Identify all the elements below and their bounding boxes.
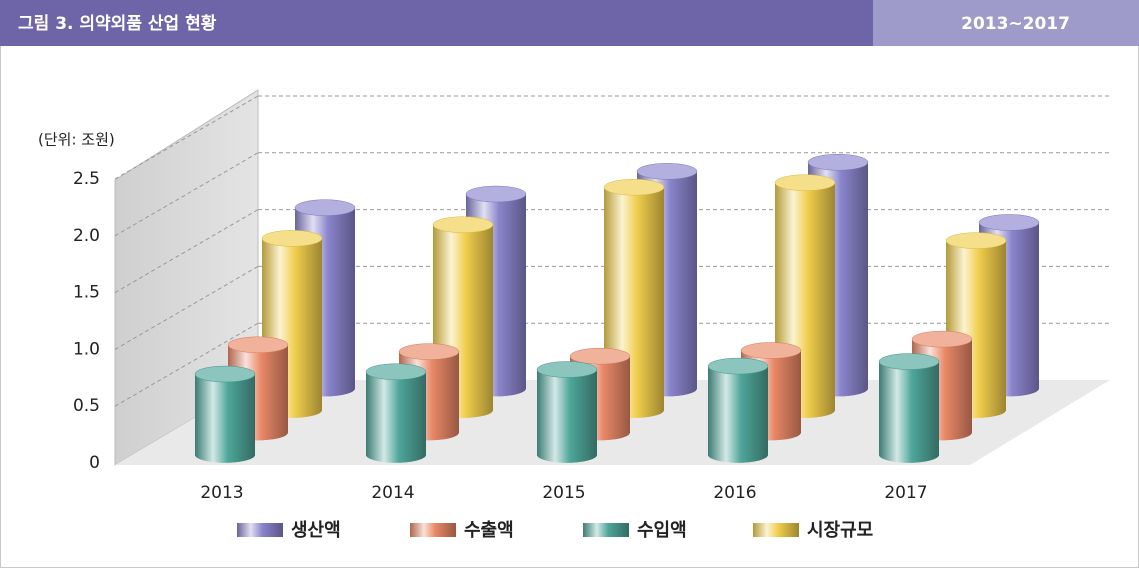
cylinder-top [945,232,1007,249]
x-tick-label: 2016 [713,483,756,503]
legend-swatch [410,523,456,537]
y-tick-label: 0.5 [73,396,100,416]
cylinder-top [194,365,256,383]
cylinder-top [603,178,665,196]
cylinder-top [878,353,940,370]
bar [537,369,597,463]
bar [195,374,255,463]
cylinder-top [398,343,460,360]
legend-label: 수입액 [637,519,687,541]
x-tick-label: 2013 [200,483,243,503]
cylinder-top [536,361,598,378]
y-tick-label: 1.5 [73,283,100,303]
legend-label: 생산액 [291,520,341,541]
cylinder-top [807,153,869,171]
legend-swatch [583,523,629,537]
y-tick-label: 2.0 [73,226,100,246]
cylinder-top [227,336,289,354]
cylinder-top [707,357,769,375]
cylinder-top [365,363,427,381]
bar [708,366,768,463]
x-tick-label: 2017 [884,483,927,503]
x-tick-label: 2014 [371,483,414,503]
cylinder-top [774,174,836,191]
legend-swatch [237,523,283,537]
cylinder-top [465,185,527,203]
legend-label: 시장규모 [807,520,873,541]
cylinder-top [432,216,494,233]
bar [879,361,939,463]
legend-label: 수출액 [464,520,514,541]
cylinder-top [261,230,323,247]
y-axis-label: (단위: 조원) [38,131,115,149]
chart-title: 그림 3. 의약외품 산업 현황 [18,13,217,34]
chart-subtitle: 2013~2017 [961,14,1070,34]
bar [366,371,426,463]
cylinder-top [978,214,1040,231]
y-tick-label: 2.5 [73,169,100,189]
y-tick-label: 0 [89,453,100,473]
cylinder-top [740,342,802,359]
cylinder-top [569,347,631,365]
x-tick-label: 2015 [542,483,585,503]
legend-swatch [753,523,799,537]
cylinder-top [636,163,698,180]
header-range-bar [873,0,1139,46]
y-tick-label: 1.0 [73,339,100,359]
cylinder-top [911,330,973,348]
header-bar [0,0,873,46]
cylinder-top [294,199,356,216]
